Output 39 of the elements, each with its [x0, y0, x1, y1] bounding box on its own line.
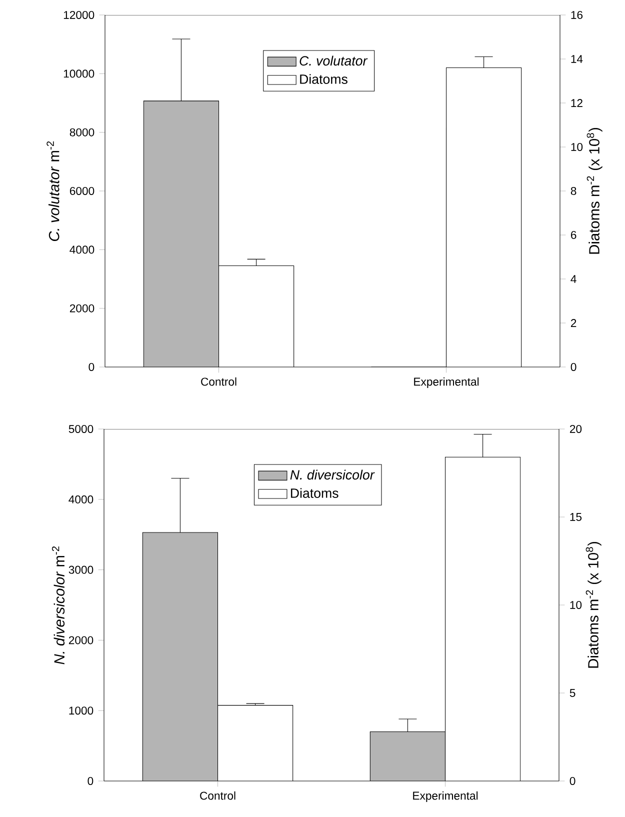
- y2-axis-title: Diatoms m$^{-2}$ (x 10$^{8}$): [586, 542, 602, 668]
- x-tick-label: Experimental: [413, 791, 478, 802]
- y2-tick-label: 5: [570, 689, 576, 697]
- y2-tick-label: 0: [570, 362, 576, 371]
- y-tick-label: 2000: [70, 304, 94, 312]
- legend-label: N. diversicolor: [290, 470, 375, 480]
- y2-tick-label: 12: [571, 99, 582, 107]
- y2-tick-label: 10: [570, 600, 582, 609]
- y2-tick-label: 16: [571, 10, 583, 19]
- legend-label: Diatoms: [300, 74, 348, 84]
- y2-tick-label: 4: [570, 275, 576, 283]
- y-tick-label: 6000: [70, 186, 94, 195]
- y2-tick-label: 2: [570, 319, 576, 327]
- y2-tick-label: 14: [571, 55, 583, 63]
- y-tick-label: 3000: [68, 566, 94, 574]
- y2-tick-label: 8: [570, 186, 576, 195]
- y2-tick-label: 20: [570, 424, 582, 433]
- y-tick-label: 10000: [64, 70, 94, 78]
- x-tick-label: Control: [201, 377, 236, 386]
- y-tick-label: 1000: [69, 706, 94, 715]
- legend-label: Diatoms: [290, 488, 338, 498]
- x-tick-label: Experimental: [414, 377, 479, 388]
- y-tick-label: 5000: [68, 424, 94, 433]
- y2-tick-label: 0: [570, 776, 576, 786]
- y-tick-label: 4000: [70, 246, 94, 254]
- legend-label: C. volutator: [300, 56, 368, 66]
- y2-tick-label: 15: [570, 513, 582, 521]
- y2-tick-label: 6: [570, 230, 576, 239]
- x-tick-label: Control: [200, 791, 236, 800]
- y-tick-label: 2000: [68, 636, 94, 644]
- y2-axis-title: Diatoms m$^{-2}$ (x 10$^{8}$): [586, 128, 602, 254]
- y-tick-label: 12000: [64, 10, 94, 19]
- y-tick-label: 0: [88, 362, 94, 371]
- y2-tick-label: 10: [571, 142, 583, 151]
- y-axis-title: C. volutator m$^{-2}$: [46, 141, 60, 241]
- y-tick-label: 0: [88, 776, 94, 786]
- y-tick-label: 8000: [70, 128, 94, 136]
- y-axis-title: N. diversicolor m$^{-2}$: [52, 546, 65, 664]
- y-tick-label: 4000: [68, 495, 94, 504]
